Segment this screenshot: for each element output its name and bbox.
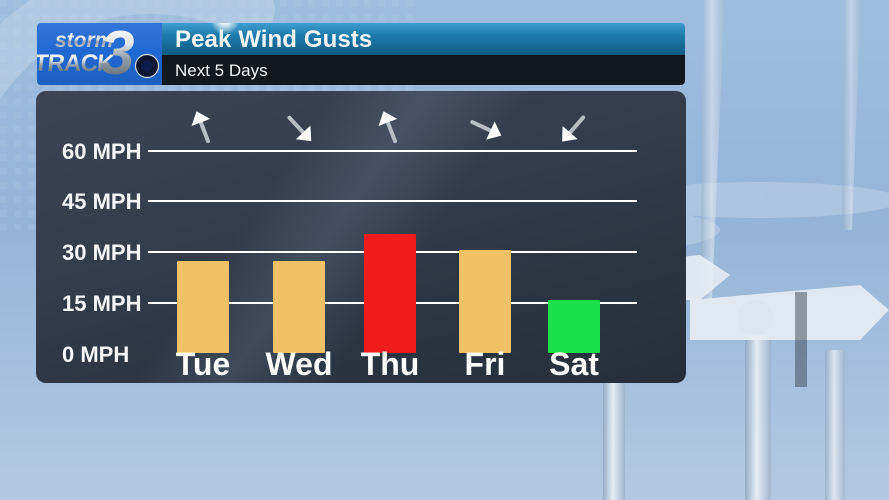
svg-text:3: 3 — [100, 23, 134, 85]
